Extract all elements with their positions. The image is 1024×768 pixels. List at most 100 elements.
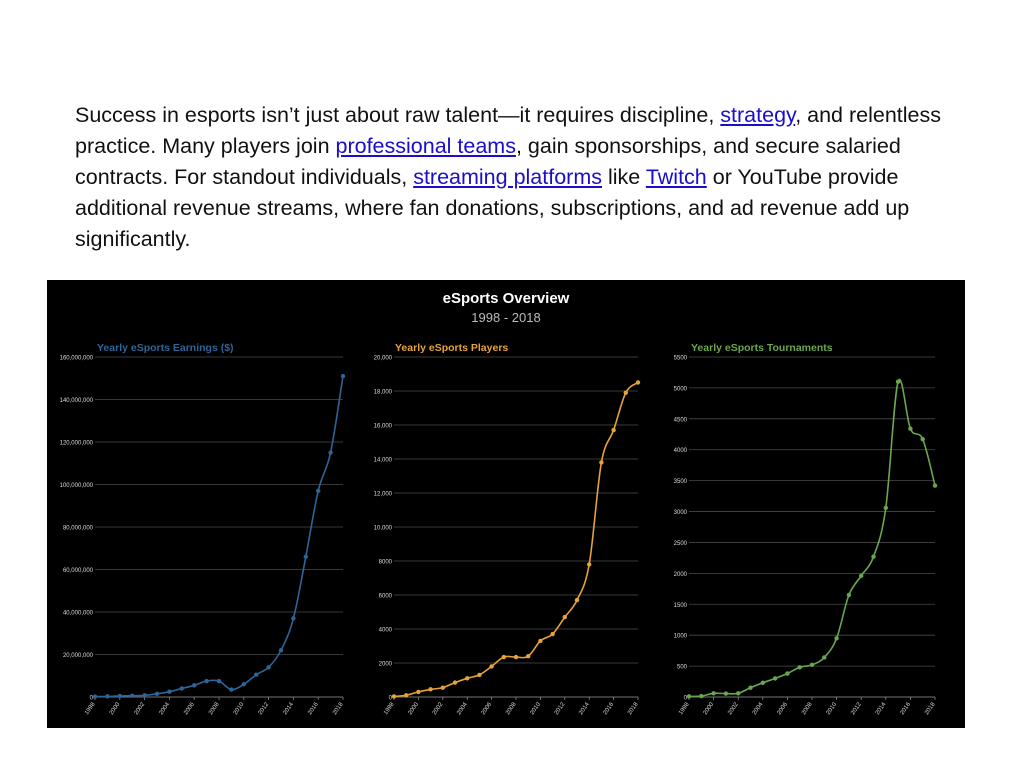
x-tick-label: 2004	[158, 701, 171, 716]
paragraph-text: like	[602, 164, 646, 189]
esports-overview-figure: eSports Overview 1998 - 2018 Yearly eSpo…	[47, 280, 965, 728]
data-point	[699, 693, 704, 699]
y-tick-label: 2000	[379, 662, 393, 668]
data-point	[538, 638, 543, 644]
data-point	[440, 685, 445, 690]
data-point	[416, 689, 421, 695]
y-tick-label: 500	[677, 665, 688, 671]
y-tick-label: 4500	[674, 417, 688, 423]
data-point	[834, 636, 839, 641]
y-tick-label: 0	[684, 696, 688, 702]
y-tick-label: 120,000,000	[60, 441, 94, 447]
x-tick-label: 2010	[826, 701, 839, 716]
data-point	[452, 680, 458, 685]
x-tick-label: 2018	[332, 701, 345, 716]
strategy-link[interactable]: strategy	[720, 102, 796, 127]
data-point	[241, 682, 246, 687]
charts-layer: Yearly eSports Earnings ($) 0 20,000,000 40…	[60, 342, 938, 716]
data-point	[822, 655, 827, 660]
data-point	[809, 662, 815, 668]
data-point	[797, 665, 802, 670]
data-point	[204, 678, 209, 684]
data-point	[192, 683, 197, 688]
y-tick-label: 60,000,000	[63, 568, 94, 574]
x-tick-label: 2014	[578, 701, 591, 716]
data-point	[562, 614, 567, 620]
data-point	[686, 694, 692, 699]
x-tick-label: 2016	[899, 701, 912, 716]
data-point	[316, 488, 321, 494]
data-point	[465, 676, 470, 681]
x-tick-label: 2002	[134, 701, 147, 716]
data-point	[550, 631, 555, 637]
data-point	[340, 373, 346, 379]
x-tick-label: 2012	[554, 701, 567, 716]
x-tick-label: 2006	[776, 701, 789, 716]
y-tick-label: 20,000	[374, 356, 393, 362]
data-point	[391, 694, 397, 699]
streaming-platforms-link[interactable]: streaming platforms	[413, 164, 602, 189]
data-point	[291, 616, 296, 621]
data-point	[130, 693, 135, 698]
data-point	[760, 680, 765, 685]
chart-panel-3: Yearly eSports Tournaments 0 500 1000 1500 20…	[674, 342, 938, 716]
x-tick-label: 2010	[529, 701, 542, 716]
data-point	[303, 554, 308, 559]
x-tick-label: 2006	[481, 701, 494, 716]
x-tick-label: 2004	[456, 701, 469, 716]
y-tick-label: 3000	[674, 510, 688, 516]
data-point	[154, 691, 160, 697]
data-point	[623, 390, 628, 395]
paragraph-text: Success in esports isn’t just about raw …	[75, 102, 721, 127]
y-tick-label: 5000	[674, 386, 688, 392]
data-point	[428, 687, 433, 692]
data-point	[254, 672, 259, 677]
data-point	[859, 573, 864, 579]
paragraph-text: or YouTube provide additional revenue st…	[75, 164, 910, 251]
x-tick-label: 2000	[407, 701, 420, 716]
data-point	[635, 380, 641, 385]
data-point	[711, 691, 716, 696]
data-point	[895, 379, 901, 384]
data-point	[871, 554, 876, 559]
y-tick-label: 1500	[674, 603, 688, 609]
data-point	[216, 678, 222, 684]
x-tick-label: 2008	[208, 701, 221, 716]
series-line	[94, 375, 344, 698]
data-point	[611, 427, 616, 433]
y-tick-label: 4000	[379, 628, 393, 634]
data-point	[117, 693, 123, 699]
y-tick-label: 140,000,000	[60, 398, 94, 404]
y-tick-label: 2000	[674, 572, 688, 578]
x-tick-label: 1998	[84, 701, 97, 716]
data-point	[587, 562, 592, 567]
y-tick-label: 10,000	[374, 526, 393, 532]
data-point	[513, 654, 519, 660]
y-tick-label: 4000	[674, 448, 688, 454]
y-tick-label: 0	[90, 696, 94, 702]
data-point	[477, 672, 482, 678]
data-point	[266, 665, 271, 670]
twitch-link[interactable]: Twitch	[645, 164, 707, 189]
y-tick-label: 14,000	[374, 458, 393, 464]
x-tick-label: 2014	[875, 701, 888, 716]
x-tick-label: 1998	[678, 701, 691, 716]
professional-teams-link[interactable]: professional teams	[335, 133, 516, 158]
data-point	[920, 437, 925, 442]
data-point	[785, 671, 790, 676]
x-tick-label: 2012	[258, 701, 271, 716]
data-point	[908, 426, 913, 431]
data-point	[748, 685, 753, 690]
y-tick-label: 20,000,000	[63, 653, 94, 659]
chart-panel-2: Yearly eSports Players 0 2000 4000 6000 8000 1…	[374, 342, 641, 716]
data-point	[846, 592, 852, 598]
data-point	[328, 450, 333, 455]
x-tick-label: 2006	[183, 701, 196, 716]
y-tick-label: 1000	[674, 634, 688, 640]
data-point	[142, 693, 147, 698]
x-tick-label: 2000	[703, 701, 716, 716]
y-tick-label: 5500	[674, 356, 688, 362]
chart-panel-1: Yearly eSports Earnings ($) 0 20,000,000 40…	[60, 342, 346, 716]
data-point	[167, 689, 172, 694]
x-tick-label: 2010	[233, 701, 246, 716]
